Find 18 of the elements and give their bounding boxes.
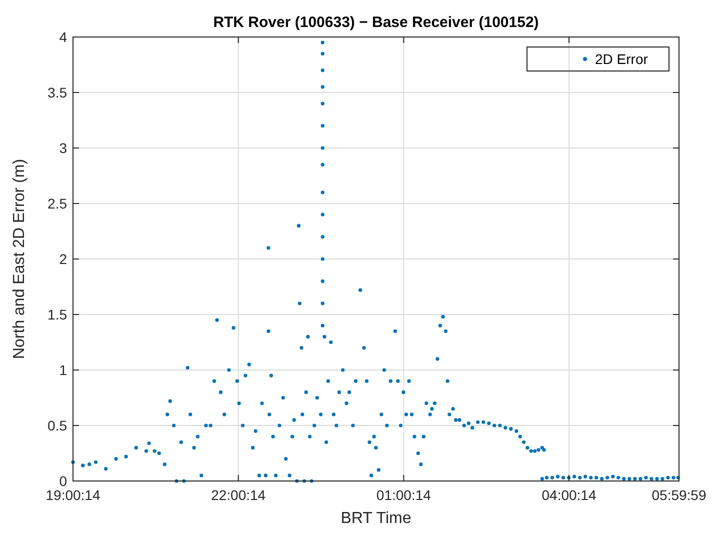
y-tick-label: 3.5 xyxy=(48,84,68,100)
x-tick-label: 19:00:14 xyxy=(46,487,100,503)
y-axis-title: North and East 2D Error (m) xyxy=(11,158,28,360)
y-tick-label: 2.5 xyxy=(48,196,68,212)
x-axis-title: BRT Time xyxy=(340,510,412,527)
y-tick-label: 4 xyxy=(59,29,68,45)
y-tick-label: 1.5 xyxy=(48,306,68,322)
y-tick-label: 0.5 xyxy=(48,418,68,434)
x-tick-label: 04:00:14 xyxy=(542,487,596,503)
x-tick-label: 22:00:14 xyxy=(211,487,266,503)
x-tick-label: 01:00:14 xyxy=(376,487,432,503)
x-tick-label: 05:59:59 xyxy=(652,487,706,503)
chart-title: RTK Rover (100633) − Base Receiver (100152) xyxy=(213,14,539,31)
y-tick-label: 2 xyxy=(59,251,68,267)
y-tick-label: 1 xyxy=(59,362,68,378)
y-tick-label: 3 xyxy=(59,140,68,156)
y-tick-label: 0 xyxy=(59,473,68,489)
legend-label: 2D Error xyxy=(595,51,648,67)
